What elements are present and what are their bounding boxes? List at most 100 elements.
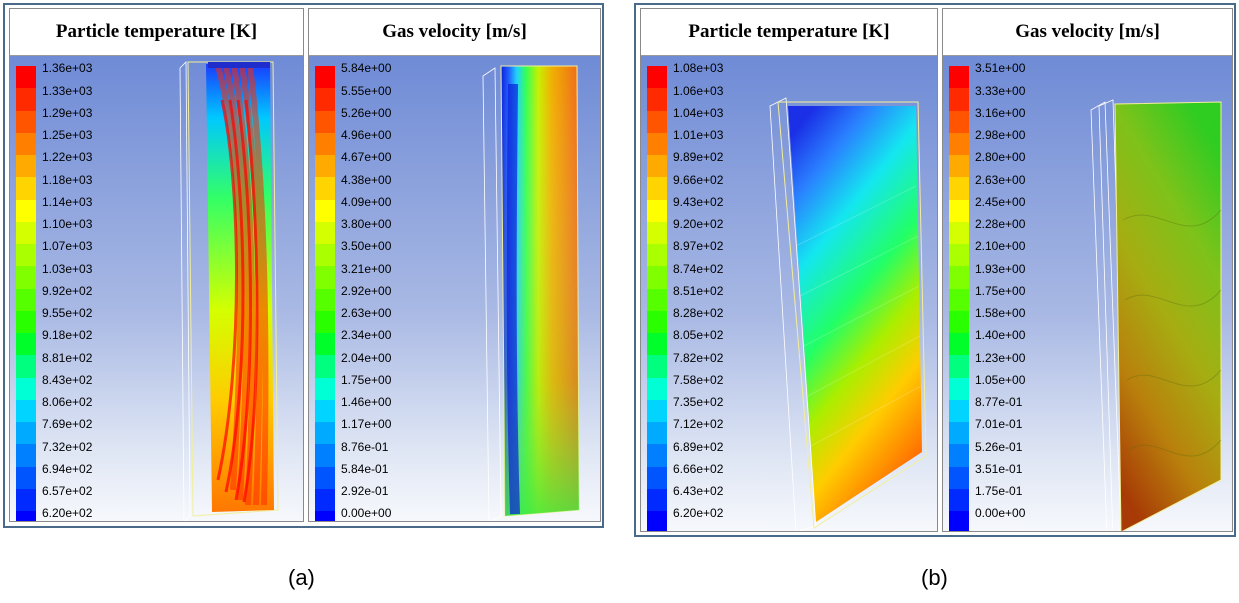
legend-swatch	[647, 333, 667, 356]
legend-swatch	[16, 132, 36, 155]
legend-label: 2.45e+00	[975, 195, 1026, 209]
legend-label: 1.14e+03	[42, 195, 93, 209]
panel-title: Gas velocity [m/s]	[943, 9, 1232, 56]
legend-label: 7.35e+02	[673, 395, 724, 409]
legend-label: 1.23e+00	[975, 351, 1026, 365]
velocity-contour-render	[482, 65, 580, 521]
legend-swatch	[647, 132, 667, 155]
legend-label: 7.82e+02	[673, 351, 724, 365]
legend-label: 3.51e-01	[975, 462, 1023, 476]
legend-label: 2.92e+00	[341, 284, 392, 298]
legend-swatch	[315, 444, 335, 467]
legend-swatch	[315, 110, 335, 133]
legend-swatch	[16, 511, 36, 521]
legend-swatch	[16, 488, 36, 511]
legend-label: 1.33e+03	[42, 84, 93, 98]
legend-swatch	[315, 177, 335, 200]
legend-label: 5.55e+00	[341, 84, 392, 98]
legend-label: 0.00e+00	[975, 506, 1026, 520]
legend-label: 1.10e+03	[42, 217, 93, 231]
legend-swatch	[647, 466, 667, 489]
legend-label: 6.66e+02	[673, 462, 724, 476]
legend-swatch	[16, 66, 36, 89]
legend-swatch	[949, 333, 969, 356]
panel-a-particle-temperature: Particle temperature [K] 1.36e+03 1.33e+…	[9, 8, 304, 522]
legend-label: 3.51e+00	[975, 61, 1026, 75]
legend-swatch	[949, 244, 969, 267]
legend-label: 8.74e+02	[673, 262, 724, 276]
legend-swatch	[647, 288, 667, 311]
legend-label: 4.96e+00	[341, 128, 392, 142]
legend-label: 2.92e-01	[341, 484, 389, 498]
legend-label: 9.92e+02	[42, 284, 93, 298]
legend-swatch	[16, 266, 36, 289]
legend-swatch	[315, 333, 335, 356]
legend-swatch	[16, 444, 36, 467]
legend-swatch	[949, 377, 969, 400]
legend-swatch	[16, 466, 36, 489]
legend-swatch	[949, 266, 969, 289]
legend-label: 1.22e+03	[42, 150, 93, 164]
legend-label: 2.63e+00	[341, 306, 392, 320]
legend-swatch	[949, 88, 969, 111]
legend-label: 8.05e+02	[673, 328, 724, 342]
legend-swatch	[647, 110, 667, 133]
legend-label: 5.26e-01	[975, 440, 1023, 454]
legend-swatch	[16, 88, 36, 111]
legend-label: 1.40e+00	[975, 328, 1026, 342]
legend-swatch	[949, 177, 969, 200]
panel-b-gas-velocity: Gas velocity [m/s] 3.51e+00 3.33e+00 3.1…	[942, 8, 1233, 532]
legend-swatch	[315, 511, 335, 521]
legend-label: 7.69e+02	[42, 417, 93, 431]
legend-label: 4.09e+00	[341, 195, 392, 209]
legend-label: 4.38e+00	[341, 173, 392, 187]
legend-swatch	[949, 221, 969, 244]
legend-label: 8.51e+02	[673, 284, 724, 298]
legend-label: 2.63e+00	[975, 173, 1026, 187]
legend-label: 5.84e+00	[341, 61, 392, 75]
legend-label: 9.20e+02	[673, 217, 724, 231]
legend-label: 9.43e+02	[673, 195, 724, 209]
legend-label: 2.10e+00	[975, 239, 1026, 253]
legend-label: 2.28e+00	[975, 217, 1026, 231]
legend-label: 1.25e+03	[42, 128, 93, 142]
legend-label: 1.36e+03	[42, 61, 93, 75]
legend-label: 3.16e+00	[975, 106, 1026, 120]
legend-swatch	[315, 488, 335, 511]
legend-label: 7.58e+02	[673, 373, 724, 387]
legend-swatch	[949, 488, 969, 511]
legend-swatch	[16, 155, 36, 178]
legend-label: 1.07e+03	[42, 239, 93, 253]
legend-label: 1.03e+03	[42, 262, 93, 276]
legend-swatch	[647, 444, 667, 467]
legend-label: 1.75e+00	[341, 373, 392, 387]
legend-swatch	[647, 377, 667, 400]
legend-swatch	[949, 199, 969, 222]
legend-swatch	[949, 155, 969, 178]
legend-label: 1.29e+03	[42, 106, 93, 120]
legend-label: 1.04e+03	[673, 106, 724, 120]
legend-swatch	[315, 88, 335, 111]
legend-swatch	[949, 110, 969, 133]
legend-label: 8.81e+02	[42, 351, 93, 365]
legend-swatch	[647, 422, 667, 445]
legend-swatch	[315, 266, 335, 289]
legend-label: 6.20e+02	[42, 506, 93, 520]
panel-a-gas-velocity: Gas velocity [m/s] 5.84e+00 5.55e+00 5.2…	[308, 8, 601, 522]
legend-swatches	[949, 66, 969, 531]
legend-label: 0.00e+00	[341, 506, 392, 520]
legend-swatch	[949, 310, 969, 333]
legend-swatch	[647, 488, 667, 511]
legend-swatch	[315, 399, 335, 422]
legend-swatch	[647, 511, 667, 531]
legend-swatch	[315, 422, 335, 445]
legend-swatch	[647, 266, 667, 289]
legend-label: 7.12e+02	[673, 417, 724, 431]
panel-b-particle-temperature: Particle temperature [K] 1.08e+03 1.06e+…	[640, 8, 938, 532]
figure-a: Particle temperature [K] 1.36e+03 1.33e+…	[3, 3, 604, 528]
legend-label: 6.94e+02	[42, 462, 93, 476]
legend-label: 3.21e+00	[341, 262, 392, 276]
panel-title: Particle temperature [K]	[10, 9, 303, 56]
legend-swatch	[16, 288, 36, 311]
legend-swatch	[647, 66, 667, 89]
